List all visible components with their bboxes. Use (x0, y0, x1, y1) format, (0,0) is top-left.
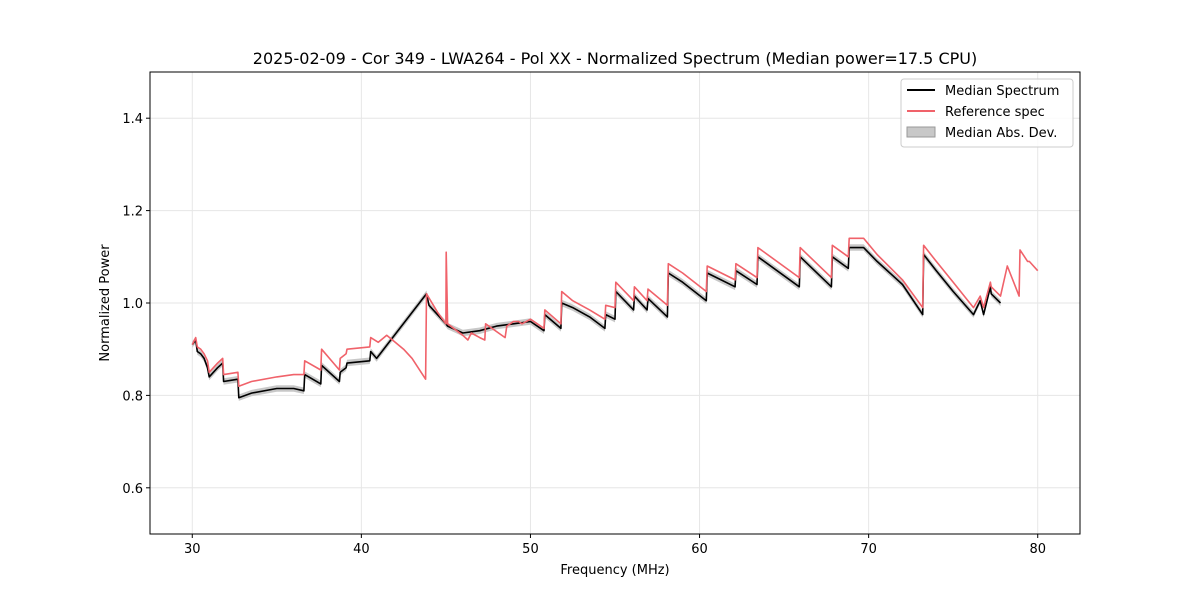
y-axis-ticks: 0.6 0.8 1.0 1.2 1.4 (122, 112, 150, 497)
x-tick-label-1: 40 (353, 542, 370, 557)
y-tick-label-3: 1.2 (122, 205, 143, 220)
y-axis-label: Normalized Power (98, 244, 113, 362)
chart-title: 2025-02-09 - Cor 349 - LWA264 - Pol XX -… (253, 49, 977, 68)
y-tick-label-2: 1.0 (122, 297, 143, 312)
y-tick-label-4: 1.4 (122, 112, 143, 127)
y-tick-label-1: 0.8 (122, 389, 143, 404)
legend-label-mad: Median Abs. Dev. (945, 126, 1057, 141)
y-tick-label-0: 0.6 (122, 482, 143, 497)
reference-spec-line (191, 237, 1039, 388)
legend-label-reference-spec: Reference spec (945, 105, 1045, 120)
x-tick-label-0: 30 (184, 542, 201, 557)
series-layer (191, 237, 1039, 399)
x-axis-label: Frequency (MHz) (560, 563, 669, 578)
x-tick-label-2: 50 (522, 542, 539, 557)
legend-swatch-mad (906, 126, 936, 138)
x-tick-label-5: 80 (1029, 542, 1046, 557)
x-tick-label-4: 70 (860, 542, 877, 557)
x-axis-ticks: 30 40 50 60 70 80 (184, 534, 1046, 557)
legend-label-median-spectrum: Median Spectrum (945, 84, 1059, 99)
x-tick-label-3: 60 (691, 542, 708, 557)
legend-box (900, 78, 1074, 148)
legend: Median Spectrum Reference spec Median Ab… (900, 78, 1074, 148)
